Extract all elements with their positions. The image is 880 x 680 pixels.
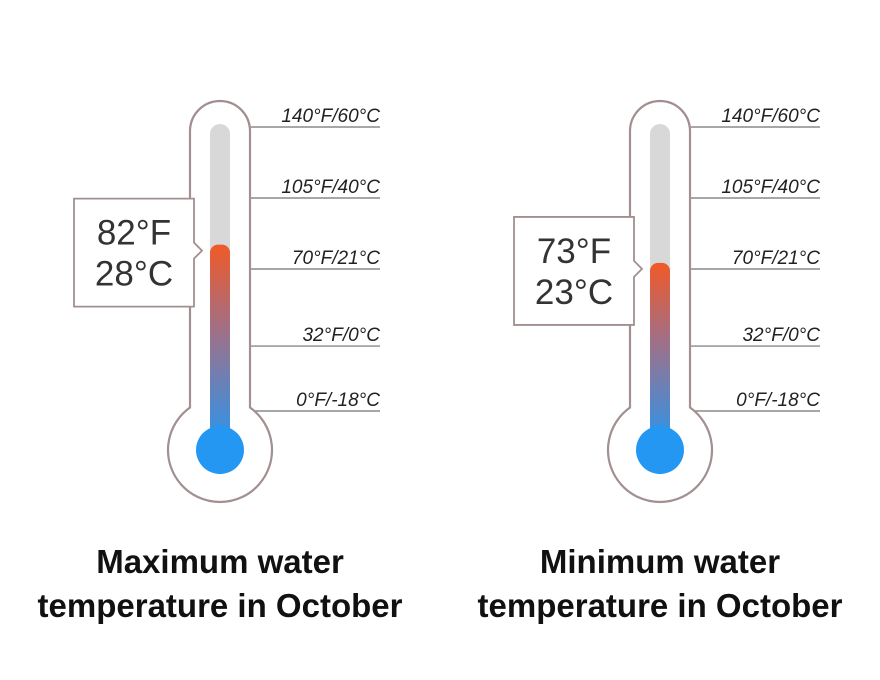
tick-label: 0°F/-18°C: [296, 390, 380, 411]
thermometer-caption: temperature in October: [478, 587, 843, 624]
value-label: 73°F: [537, 232, 611, 271]
tick-label: 70°F/21°C: [292, 248, 380, 269]
value-callout: [73, 197, 204, 308]
tick-label: 70°F/21°C: [732, 248, 820, 269]
thermometer-caption: Minimum water: [540, 543, 780, 580]
thermometer-bulb: [636, 426, 684, 474]
tick-label: 32°F/0°C: [302, 325, 380, 346]
tick-label: 105°F/40°C: [721, 177, 820, 198]
value-label: 82°F: [97, 214, 171, 253]
tick-label: 105°F/40°C: [281, 177, 380, 198]
tick-label: 140°F/60°C: [281, 106, 380, 127]
thermometer-1: 140°F/60°C 105°F/40°C 70°F/21°C 32°F/0°C 0°F…: [38, 99, 403, 624]
tick-label: 140°F/60°C: [721, 106, 820, 127]
thermometer-2: 140°F/60°C 105°F/40°C 70°F/21°C 32°F/0°C 0°F…: [478, 99, 843, 624]
thermometer-caption: temperature in October: [38, 587, 403, 624]
tick-label: 0°F/-18°C: [736, 390, 820, 411]
thermometer-bulb: [196, 426, 244, 474]
value-label: 28°C: [95, 255, 173, 294]
value-label: 23°C: [535, 273, 613, 312]
value-callout: [513, 216, 644, 326]
mercury-column: [210, 244, 230, 450]
mercury-column: [650, 262, 670, 450]
thermometer-caption: Maximum water: [96, 543, 344, 580]
tick-label: 32°F/0°C: [742, 325, 820, 346]
